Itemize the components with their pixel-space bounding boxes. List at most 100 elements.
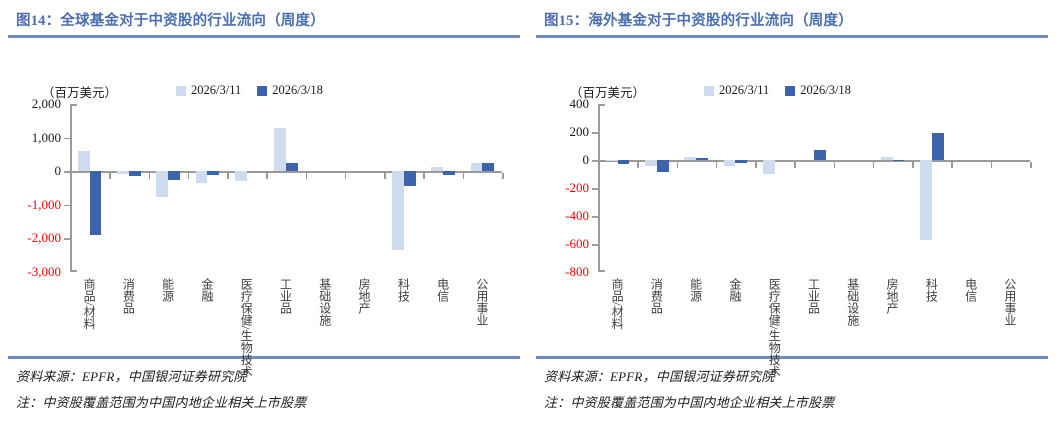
chart-legend: 2026/3/11 2026/3/18: [704, 83, 851, 98]
bar-series1: [234, 171, 247, 181]
bar-series1: [762, 160, 775, 174]
units-label: （百万美元）: [42, 86, 118, 100]
category-label: 医疗保健/生物技术: [767, 278, 782, 378]
category-label: 能源: [160, 278, 175, 302]
bar-series2: [656, 160, 669, 172]
bar-series1: [195, 171, 208, 183]
x-axis-tick: [794, 162, 796, 168]
y-axis-label: 1,000: [31, 129, 61, 145]
figure-title-15: 图15：海外基金对于中资股的行业流向（周度）: [544, 13, 853, 29]
y-axis-label: -600: [565, 236, 589, 251]
note-text: 注：中资股覆盖范围为中国内地企业相关上市股票: [544, 394, 835, 410]
chart-15: （百万美元） 2026/3/11 2026/3/18 400 200 0 -200 -4…: [536, 38, 1048, 377]
y-axis-tick: [64, 238, 70, 240]
bar-series1: [605, 160, 618, 162]
x-axis-tick: [951, 162, 953, 168]
legend-label-0: 2026/3/11: [719, 83, 770, 97]
category-label: 消费品: [649, 278, 664, 314]
bar-series2: [892, 159, 905, 161]
legend-item-0: 2026/3/11: [176, 83, 241, 98]
bar-series1: [274, 127, 286, 172]
bar-series2: [403, 171, 416, 187]
figure-footer-15: 资料来源：EPFR，中国银河证券研究院 注：中资股覆盖范围为中国内地企业相关上市…: [536, 359, 1048, 411]
bar-series1: [880, 157, 893, 160]
x-axis-tick: [109, 173, 111, 180]
bottom-divider: [8, 356, 520, 359]
category-label: 电信: [435, 278, 450, 302]
x-axis-tick: [872, 162, 875, 168]
legend-label-1: 2026/3/18: [800, 83, 851, 97]
y-axis-label: -1,000: [27, 196, 61, 212]
legend-item-1: 2026/3/18: [257, 83, 323, 98]
y-axis-label: -3,000: [27, 264, 61, 279]
bar-series2: [128, 171, 141, 176]
x-axis-tick: [715, 162, 718, 168]
y-axis-label: 2,000: [31, 96, 61, 111]
figure-footer-14: 资料来源：EPFR，中国银河证券研究院 注：中资股覆盖范围为中国内地企业相关上市…: [8, 359, 520, 411]
legend-swatch-light: [704, 85, 714, 96]
units-label: （百万美元）: [570, 86, 646, 100]
bar-series2: [286, 162, 298, 172]
category-label: 金融: [199, 278, 214, 302]
bar-series1: [392, 171, 404, 251]
category-label: 基础设施: [317, 278, 332, 326]
category-label: 房地产: [357, 278, 372, 314]
y-axis-cap: [598, 270, 605, 272]
category-label: 金融: [727, 278, 742, 302]
y-axis-label: -200: [565, 180, 589, 195]
note-text: 注：中资股覆盖范围为中国内地企业相关上市股票: [16, 394, 307, 410]
x-axis-tick: [344, 173, 347, 180]
bar-series1: [77, 151, 90, 172]
zero-baseline: [70, 171, 502, 174]
y-axis-line: [598, 104, 600, 272]
y-axis-label: 200: [569, 124, 590, 139]
category-labels-15: 商品/材料 消费品 能源 金融 医疗保健/生物技术 工业品 基础设施 房地产 科技 电信 公用事业: [598, 278, 1030, 377]
y-axis-label: -2,000: [27, 230, 61, 246]
chart-14: （百万美元） 2026/3/11 2026/3/18 2,000 1,000 0 -1…: [8, 38, 520, 377]
y-axis-tick: [592, 216, 598, 218]
y-axis-label: 0: [54, 163, 62, 179]
bar-series1: [645, 160, 657, 167]
y-axis-line: [70, 104, 72, 272]
x-axis-tick: [462, 173, 465, 180]
x-axis-tick: [912, 162, 914, 168]
bar-series2: [931, 132, 944, 160]
bar-series2: [89, 171, 102, 236]
legend-swatch-light: [176, 85, 186, 96]
y-axis-label: -400: [565, 208, 589, 223]
bar-series2: [168, 171, 180, 180]
legend-swatch-dark: [785, 85, 796, 96]
bar-series2: [207, 171, 220, 176]
x-axis-tick: [148, 173, 151, 180]
figure-panel-15: 图15：海外基金对于中资股的行业流向（周度） （百万美元） 2026/3/11 …: [536, 0, 1048, 422]
y-axis-cap: [598, 104, 605, 106]
x-axis-tick: [833, 162, 836, 168]
bar-series2: [735, 160, 748, 163]
bar-series2: [696, 158, 708, 160]
x-axis-tick: [676, 162, 679, 168]
bar-series1: [470, 162, 483, 172]
zero-baseline: [598, 160, 1030, 162]
y-axis-cap: [70, 270, 77, 272]
bar-series1: [431, 167, 444, 172]
plot-area-14: 2,000 1,000 0 -1,000 -2,000 -3,000: [27, 96, 504, 279]
y-axis-tick: [592, 244, 598, 246]
bar-series2: [617, 160, 630, 164]
x-axis-tick: [755, 162, 757, 168]
category-label: 电信: [963, 278, 978, 302]
x-axis-tick: [1030, 162, 1032, 168]
title-divider: [536, 35, 1048, 38]
x-axis-tick: [266, 173, 268, 180]
y-axis-label: 0: [582, 152, 590, 167]
x-axis-tick: [305, 173, 308, 180]
x-axis-tick: [187, 173, 190, 180]
category-labels-14: 商品/材料 消费品 能源 金融 医疗保健/生物技术 工业品 基础设施 房地产 科技 电信 公用事业: [70, 278, 502, 377]
category-label: 医疗保健/生物技术: [239, 278, 254, 378]
x-axis-tick: [384, 173, 386, 180]
y-axis-label: -800: [565, 264, 589, 279]
category-label: 基础设施: [845, 278, 860, 326]
category-label: 能源: [688, 278, 703, 302]
category-label: 商品/材料: [82, 278, 97, 330]
bar-series2: [814, 149, 826, 160]
